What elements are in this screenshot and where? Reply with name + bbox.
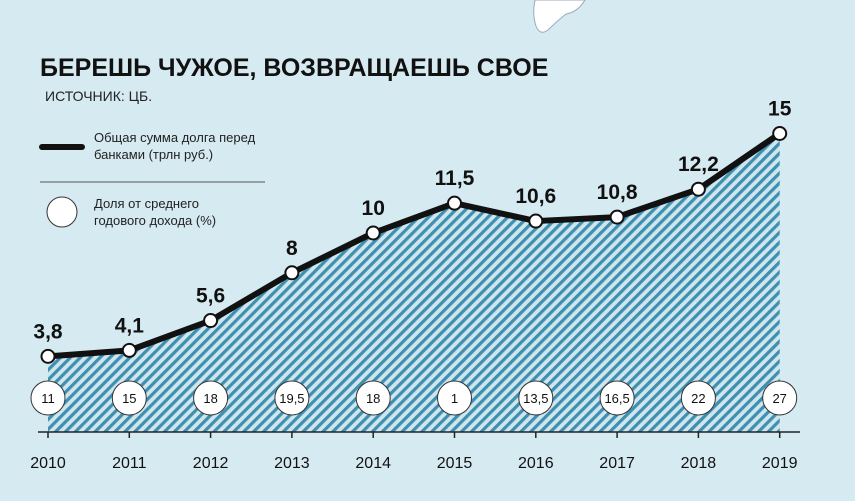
share-circle <box>762 380 798 416</box>
x-tick-label: 2017 <box>599 455 635 472</box>
share-circle <box>30 380 66 416</box>
point <box>284 265 300 281</box>
x-tick-label: 2018 <box>681 455 717 472</box>
x-tick-label: 2010 <box>30 455 66 472</box>
share-label: 11 <box>41 391 55 406</box>
legend-label: Общая сумма долга перед банками (трлн ру… <box>94 130 256 162</box>
share-circle <box>599 380 635 416</box>
share-label: 18 <box>366 391 380 406</box>
data-label: 11,5 <box>435 167 475 190</box>
data-label: 5,6 <box>196 285 225 308</box>
chart-subtitle: ИСТОЧНИК: ЦБ. <box>45 88 152 104</box>
x-tick-label: 2019 <box>762 455 798 472</box>
share-label: 22 <box>691 391 705 406</box>
legend-circle <box>46 196 78 228</box>
point <box>121 342 137 358</box>
x-tick-label: 2016 <box>518 455 554 472</box>
data-label: 12,2 <box>678 153 719 176</box>
data-label: 10,8 <box>597 181 638 204</box>
share-label: 19,5 <box>279 391 304 406</box>
x-tick-label: 2011 <box>112 455 147 472</box>
x-tick-label: 2015 <box>437 455 473 472</box>
share-circle <box>111 380 147 416</box>
share-label: 27 <box>772 391 786 406</box>
data-label: 15 <box>768 98 792 121</box>
share-circle <box>437 380 472 416</box>
share-circle <box>355 380 391 416</box>
share-label: 16,5 <box>604 391 629 406</box>
x-tick-label: 2012 <box>193 455 229 472</box>
data-label: 4,1 <box>115 314 145 337</box>
data-label: 10 <box>362 197 385 220</box>
point <box>40 348 56 364</box>
share-circle <box>193 380 229 416</box>
area <box>48 133 780 432</box>
data-label: 10,6 <box>515 185 556 208</box>
point <box>609 209 625 225</box>
chart-title: БЕРЕШЬ ЧУЖОЕ, ВОЗВРАЩАЕШЬ СВОЕ <box>40 54 548 82</box>
share-circle <box>274 380 310 416</box>
data-label: 8 <box>286 237 298 260</box>
x-tick-label: 2014 <box>355 455 391 472</box>
line <box>47 131 782 360</box>
map-shape <box>533 0 586 33</box>
point <box>772 126 788 141</box>
share-circle <box>680 380 716 416</box>
share-label: 18 <box>203 391 217 406</box>
point <box>365 225 381 241</box>
share-label: 13,5 <box>523 391 548 406</box>
share-circle <box>518 380 554 416</box>
share-label: 15 <box>122 391 136 406</box>
point <box>690 181 706 197</box>
x-tick-label: 2013 <box>274 455 310 472</box>
data-label: 3,8 <box>33 320 63 343</box>
point <box>528 213 544 229</box>
point <box>203 313 219 329</box>
legend-label: Доля от среднего годового дохода (%) <box>94 196 217 228</box>
point <box>447 195 462 211</box>
share-label: 1 <box>451 391 458 406</box>
